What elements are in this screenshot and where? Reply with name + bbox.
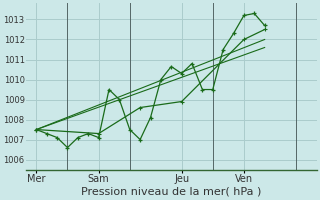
X-axis label: Pression niveau de la mer( hPa ): Pression niveau de la mer( hPa ) <box>81 187 261 197</box>
